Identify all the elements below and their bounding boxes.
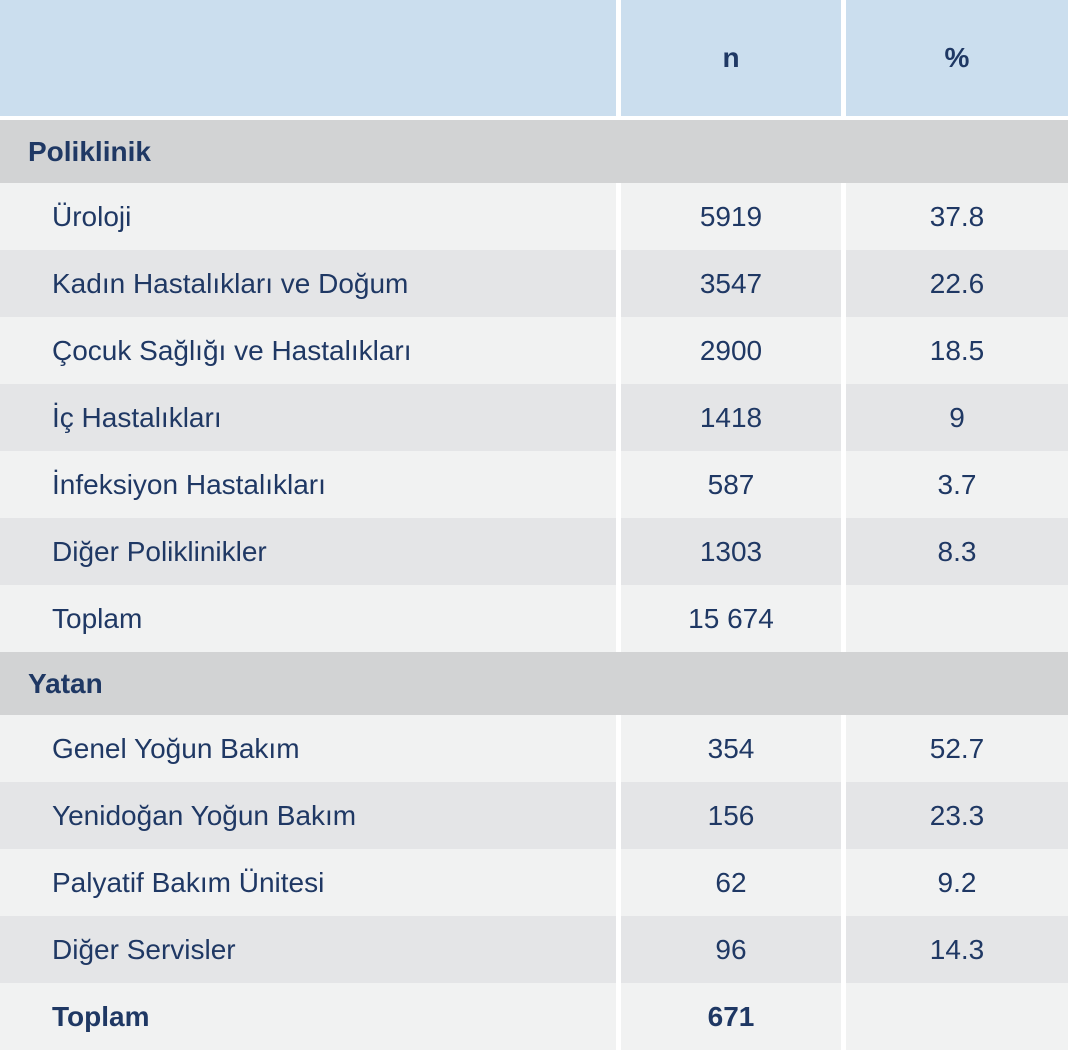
section-header: Yatan (0, 652, 1068, 715)
table-row: İnfeksiyon Hastalıkları 587 3.7 (0, 451, 1068, 518)
row-label: Diğer Servisler (0, 916, 616, 983)
cell-percent: 23.3 (846, 782, 1068, 849)
row-label: Üroloji (0, 183, 616, 250)
cell-percent: 18.5 (846, 317, 1068, 384)
table-row: Genel Yoğun Bakım 354 52.7 (0, 715, 1068, 782)
cell-n: 587 (621, 451, 841, 518)
row-label: Diğer Poliklinikler (0, 518, 616, 585)
cell-n: 96 (621, 916, 841, 983)
row-label: Çocuk Sağlığı ve Hastalıkları (0, 317, 616, 384)
cell-percent: 14.3 (846, 916, 1068, 983)
table-row: Toplam 15 674 (0, 585, 1068, 652)
cell-percent: 9 (846, 384, 1068, 451)
cell-percent: 52.7 (846, 715, 1068, 782)
cell-n: 15 674 (621, 585, 841, 652)
cell-n: 1303 (621, 518, 841, 585)
cell-n: 2900 (621, 317, 841, 384)
table-row: Diğer Servisler 96 14.3 (0, 916, 1068, 983)
row-label: İnfeksiyon Hastalıkları (0, 451, 616, 518)
cell-percent: 3.7 (846, 451, 1068, 518)
cell-percent: 22.6 (846, 250, 1068, 317)
table-row: Kadın Hastalıkları ve Doğum 3547 22.6 (0, 250, 1068, 317)
cell-percent (846, 983, 1068, 1050)
row-label: Kadın Hastalıkları ve Doğum (0, 250, 616, 317)
cell-n: 354 (621, 715, 841, 782)
cell-n: 1418 (621, 384, 841, 451)
row-label: Genel Yoğun Bakım (0, 715, 616, 782)
cell-percent (846, 585, 1068, 652)
row-label: Toplam (0, 983, 616, 1050)
cell-n: 5919 (621, 183, 841, 250)
section-header: Poliklinik (0, 120, 1068, 183)
cell-n: 671 (621, 983, 841, 1050)
cell-percent: 37.8 (846, 183, 1068, 250)
cell-n: 62 (621, 849, 841, 916)
cell-percent: 8.3 (846, 518, 1068, 585)
table-row: İç Hastalıkları 1418 9 (0, 384, 1068, 451)
row-label: Palyatif Bakım Ünitesi (0, 849, 616, 916)
cell-n: 3547 (621, 250, 841, 317)
cell-n: 156 (621, 782, 841, 849)
column-header-label (0, 0, 616, 116)
cell-percent: 9.2 (846, 849, 1068, 916)
table-row: Palyatif Bakım Ünitesi 62 9.2 (0, 849, 1068, 916)
column-header-percent: % (846, 0, 1068, 116)
row-label: İç Hastalıkları (0, 384, 616, 451)
table-row: Çocuk Sağlığı ve Hastalıkları 2900 18.5 (0, 317, 1068, 384)
table-row: Diğer Poliklinikler 1303 8.3 (0, 518, 1068, 585)
table-row: Üroloji 5919 37.8 (0, 183, 1068, 250)
row-label: Yenidoğan Yoğun Bakım (0, 782, 616, 849)
table-row: Yenidoğan Yoğun Bakım 156 23.3 (0, 782, 1068, 849)
row-label: Toplam (0, 585, 616, 652)
table-row: Toplam 671 (0, 983, 1068, 1050)
column-header-n: n (621, 0, 841, 116)
table-body: Poliklinik Üroloji 5919 37.8 Kadın Hastalıkl… (0, 120, 1068, 1050)
table-header-row: n % (0, 0, 1068, 116)
